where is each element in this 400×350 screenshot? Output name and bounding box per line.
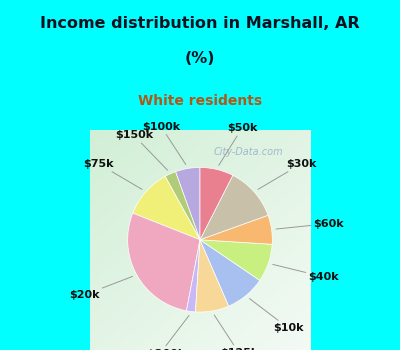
Text: $20k: $20k <box>69 276 132 300</box>
Text: $125k: $125k <box>214 315 258 350</box>
Wedge shape <box>200 215 272 244</box>
Text: Income distribution in Marshall, AR: Income distribution in Marshall, AR <box>40 16 360 31</box>
Wedge shape <box>200 240 260 306</box>
Wedge shape <box>200 175 268 240</box>
Wedge shape <box>200 240 272 280</box>
Text: (%): (%) <box>185 51 215 66</box>
Wedge shape <box>128 213 200 311</box>
Text: City-Data.com: City-Data.com <box>214 147 283 156</box>
Text: $60k: $60k <box>276 219 344 229</box>
Text: > $200k: > $200k <box>134 315 189 350</box>
Text: $150k: $150k <box>115 130 168 170</box>
Wedge shape <box>200 167 233 240</box>
Text: White residents: White residents <box>138 94 262 108</box>
Text: $30k: $30k <box>258 159 316 189</box>
Text: $10k: $10k <box>250 299 304 333</box>
Wedge shape <box>165 172 200 240</box>
Text: $100k: $100k <box>142 122 186 164</box>
Wedge shape <box>133 176 200 240</box>
Wedge shape <box>196 240 229 312</box>
Text: $40k: $40k <box>273 264 339 282</box>
Wedge shape <box>176 167 200 240</box>
Wedge shape <box>186 240 200 312</box>
Text: $50k: $50k <box>219 123 257 165</box>
Text: $75k: $75k <box>84 159 142 189</box>
